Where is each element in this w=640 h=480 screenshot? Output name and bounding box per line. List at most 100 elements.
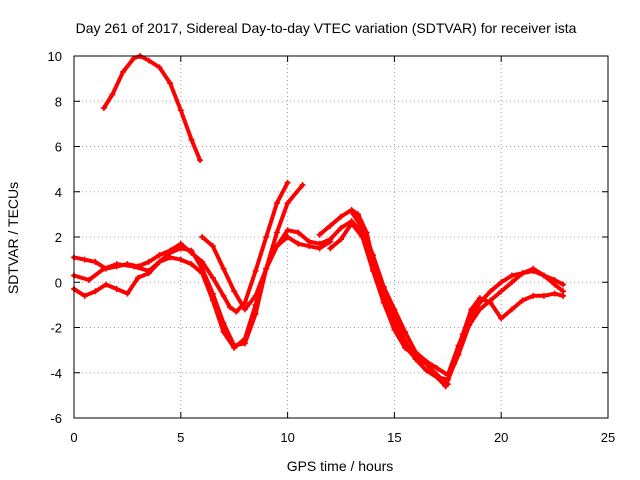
data-point (560, 288, 567, 295)
data-point (530, 267, 537, 274)
data-point (197, 157, 204, 164)
data-point (476, 306, 483, 313)
data-point (476, 299, 483, 306)
data-point (455, 342, 462, 349)
series-group (71, 53, 567, 390)
data-point (100, 265, 107, 272)
data-point (327, 245, 334, 252)
data-point (380, 299, 387, 306)
series-arc1 (100, 53, 204, 164)
data-point (81, 292, 88, 299)
data-point (508, 279, 515, 286)
y-tick-label: 2 (55, 230, 62, 245)
y-tick-label: 10 (48, 49, 62, 64)
series-line (72, 235, 333, 350)
data-point (327, 236, 334, 243)
y-tick-label: -2 (50, 321, 62, 336)
data-point (391, 306, 398, 313)
series-arc6 (316, 206, 567, 383)
data-point (560, 281, 567, 288)
series-arc4 (71, 234, 334, 351)
y-tick-label: -6 (50, 411, 62, 426)
x-tick-label: 0 (70, 430, 77, 445)
data-point (113, 261, 120, 268)
data-point (305, 238, 312, 245)
x-tick-label: 5 (177, 430, 184, 445)
data-point (338, 236, 344, 243)
data-point (130, 263, 137, 270)
data-point (487, 288, 494, 295)
data-point (226, 304, 233, 311)
data-point (199, 234, 206, 240)
data-point (284, 200, 291, 207)
data-point (355, 211, 362, 218)
data-point (530, 292, 537, 299)
data-point (156, 258, 163, 265)
data-point (188, 247, 195, 254)
data-point (391, 315, 398, 322)
data-point (252, 267, 259, 274)
data-point (359, 224, 366, 231)
data-point (295, 229, 302, 236)
series-arc3 (71, 181, 306, 349)
y-tick-label: 4 (55, 185, 62, 200)
data-point (92, 288, 99, 295)
data-point (299, 181, 306, 188)
data-point (402, 344, 409, 351)
data-point (199, 270, 206, 277)
data-point (540, 292, 547, 299)
data-point (391, 326, 398, 333)
data-point (327, 222, 334, 229)
series-arc7 (327, 220, 567, 390)
data-point (145, 267, 152, 274)
data-point (498, 279, 505, 286)
data-point (135, 274, 142, 281)
data-point (348, 209, 355, 216)
x-tick-label: 15 (387, 430, 401, 445)
data-point (92, 258, 99, 265)
data-point (103, 281, 110, 288)
data-point (295, 240, 302, 247)
data-point (220, 329, 227, 336)
data-point (498, 315, 505, 322)
data-point (209, 274, 216, 281)
data-point (316, 240, 323, 247)
data-point (338, 224, 344, 231)
y-tick-label: -4 (50, 366, 62, 381)
data-point (177, 256, 184, 263)
series-arc5 (199, 218, 451, 388)
chart-title: Day 261 of 2017, Sidereal Day-to-day VTE… (76, 20, 577, 36)
data-point (466, 315, 473, 322)
data-point (145, 57, 152, 64)
data-point (316, 231, 323, 238)
x-tick-label: 10 (280, 430, 294, 445)
ticks: 0 5 10 15 20 25 -6 -4 -2 0 2 4 6 8 10 (48, 49, 616, 445)
data-point (508, 306, 515, 313)
data-point (423, 367, 430, 374)
data-point (231, 288, 238, 295)
data-point (487, 299, 494, 306)
y-axis-label: SDTVAR / TECUs (5, 182, 21, 294)
data-point (120, 68, 127, 75)
series-line (317, 207, 566, 382)
series-line (101, 54, 202, 163)
data-point (348, 220, 355, 227)
data-point (551, 281, 558, 288)
data-point (423, 358, 430, 365)
data-point (412, 349, 419, 356)
data-point (434, 374, 441, 381)
data-point (167, 254, 174, 261)
data-point (209, 243, 216, 250)
data-point (273, 200, 280, 207)
data-point (519, 297, 526, 304)
x-axis-label: GPS time / hours (287, 458, 394, 474)
data-point (109, 91, 116, 98)
data-point (551, 290, 558, 297)
data-point (145, 258, 152, 265)
data-point (81, 256, 88, 263)
data-point (273, 243, 280, 250)
data-point (85, 276, 92, 283)
data-point (113, 286, 120, 293)
data-point (241, 335, 248, 342)
data-point (284, 227, 291, 234)
